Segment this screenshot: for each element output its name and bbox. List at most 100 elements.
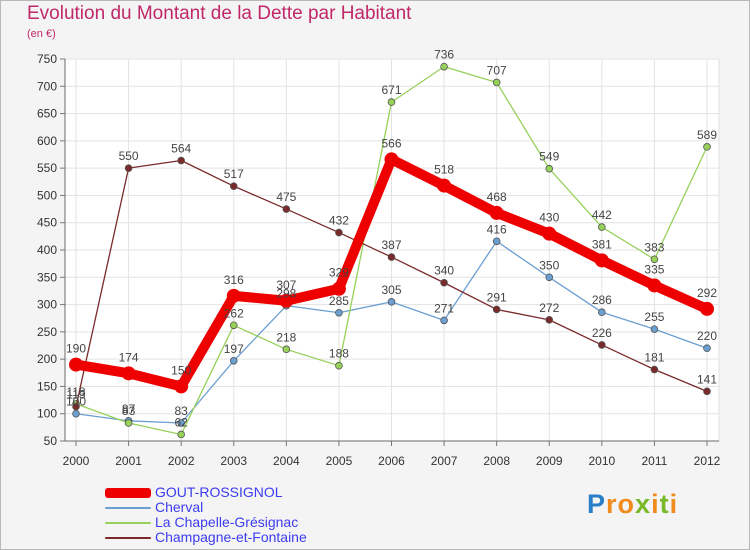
data-label: 87 (122, 402, 136, 416)
x-tick-label: 2008 (483, 454, 510, 468)
data-label: 255 (644, 310, 664, 324)
data-point (331, 281, 346, 296)
data-point (335, 228, 343, 237)
x-tick-label: 2005 (326, 454, 353, 468)
data-label: 430 (539, 211, 559, 225)
logo-letter: x (635, 489, 652, 519)
data-label: 335 (644, 262, 664, 276)
x-tick-label: 2004 (273, 454, 300, 468)
data-point (598, 341, 606, 349)
data-label: 549 (539, 150, 559, 164)
y-axis-ticks: 50 100 150 200 250 300 350 400 450 500 550 600 650 70… (37, 52, 65, 448)
y-tick-label: 250 (37, 325, 57, 339)
data-point (492, 78, 501, 87)
series-group (69, 62, 714, 439)
data-label: 83 (122, 404, 136, 418)
data-label: 197 (224, 342, 244, 356)
data-point (647, 278, 662, 293)
data-label: 416 (487, 222, 507, 236)
data-label: 141 (697, 372, 717, 386)
data-label: 564 (171, 142, 191, 156)
data-label: 350 (539, 258, 559, 272)
data-point (598, 223, 606, 231)
y-tick-label: 200 (37, 352, 57, 366)
data-label: 383 (644, 240, 664, 254)
data-point (177, 419, 185, 427)
data-label: 468 (487, 190, 507, 204)
data-point (335, 308, 343, 317)
y-tick-label: 50 (44, 434, 58, 448)
data-label: 432 (329, 214, 349, 228)
y-tick-label: 650 (37, 107, 57, 121)
data-point (72, 409, 80, 418)
y-tick-label: 450 (37, 216, 57, 230)
data-point (226, 288, 241, 303)
data-label: 272 (539, 301, 559, 315)
x-tick-label: 2011 (642, 454, 668, 468)
data-point (72, 402, 80, 411)
data-point (229, 321, 238, 330)
data-label: 307 (276, 278, 296, 292)
data-label: 340 (434, 264, 454, 278)
data-point (229, 182, 238, 190)
y-tick-label: 300 (37, 298, 57, 312)
data-point (437, 178, 452, 193)
data-point (545, 273, 554, 282)
data-point (700, 301, 714, 316)
legend-label: Cherval (155, 499, 204, 515)
data-point (177, 430, 185, 439)
data-point (279, 293, 294, 308)
y-tick-label: 550 (37, 161, 57, 175)
x-tick-label: 2007 (431, 454, 458, 468)
legend: GOUT-ROSSIGNOL Cherval La Chapelle-Grésign… (105, 484, 405, 545)
data-label: 100 (66, 395, 86, 409)
data-point (335, 361, 343, 370)
data-point (545, 316, 554, 324)
data-label: 316 (224, 273, 244, 287)
data-label: 188 (329, 347, 349, 361)
x-axis-ticks: 2000 2001 2002 2003 2004 2005 2006 2007 2008 2009… (63, 441, 721, 468)
data-label: 671 (381, 83, 401, 97)
data-label: 736 (434, 48, 454, 62)
data-label: 286 (592, 293, 612, 307)
data-label: 298 (276, 287, 296, 301)
legend-item: GOUT-ROSSIGNOL (105, 484, 405, 500)
data-label: 62 (174, 415, 188, 429)
data-point (703, 143, 711, 151)
data-label: 118 (66, 385, 85, 399)
data-label: 181 (644, 351, 664, 365)
data-point (387, 253, 396, 261)
y-tick-label: 500 (37, 188, 57, 202)
y-tick-label: 100 (37, 407, 57, 421)
data-label: 329 (329, 266, 349, 280)
legend-label: GOUT-ROSSIGNOL (155, 484, 283, 500)
data-point (542, 226, 557, 241)
data-point (545, 164, 554, 173)
data-label: 150 (171, 363, 191, 377)
data-label: 174 (119, 350, 139, 364)
logo-letter: r (606, 489, 618, 519)
data-label: 305 (381, 283, 401, 297)
data-label: 292 (697, 286, 717, 300)
legend-swatch (105, 537, 151, 539)
x-tick-label: 2001 (115, 454, 142, 468)
data-point (229, 356, 238, 365)
data-point (384, 152, 399, 167)
data-point (492, 305, 501, 314)
data-label: 83 (174, 404, 188, 418)
data-point (121, 366, 136, 381)
legend-swatch (105, 522, 151, 524)
data-label: 518 (434, 163, 454, 177)
y-tick-label: 700 (37, 79, 57, 93)
y-tick-label: 600 (37, 134, 57, 148)
data-point (174, 379, 189, 394)
data-label: 550 (119, 149, 139, 163)
data-point (489, 205, 504, 220)
y-tick-label: 350 (37, 270, 57, 284)
data-point (387, 98, 396, 106)
data-label: 220 (697, 329, 717, 343)
logo-letter: P (587, 489, 607, 519)
